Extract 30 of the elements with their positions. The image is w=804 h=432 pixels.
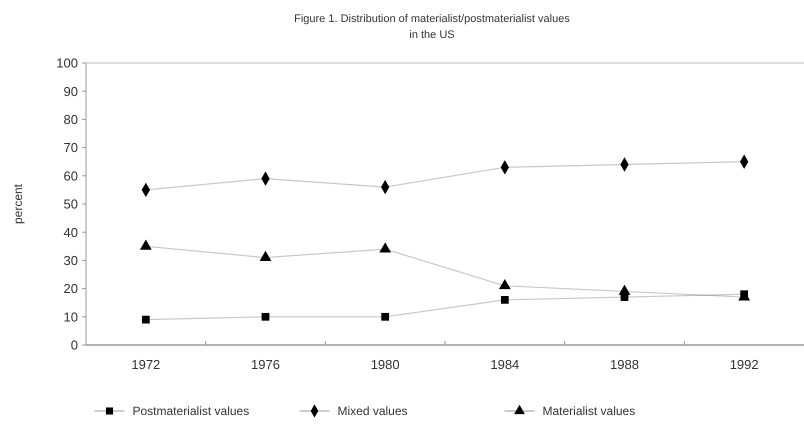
x-tick-label: 1988 bbox=[610, 357, 639, 372]
point bbox=[381, 312, 390, 321]
x-tick-label: 1992 bbox=[730, 357, 759, 372]
y-tick-label: 90 bbox=[64, 84, 78, 99]
point bbox=[500, 296, 509, 304]
point bbox=[379, 242, 392, 253]
y-tick-label: 0 bbox=[70, 338, 78, 353]
legend-label: Postmaterialist values bbox=[132, 404, 250, 418]
x-tick-label: 1984 bbox=[490, 357, 520, 372]
legend-label: Materialist values bbox=[542, 404, 636, 418]
x-tick-label: 1980 bbox=[370, 357, 400, 372]
point bbox=[140, 240, 152, 250]
point bbox=[262, 312, 270, 321]
y-tick-label: 40 bbox=[64, 224, 78, 240]
y-tick-label: 30 bbox=[64, 252, 78, 268]
y-tick-label: 60 bbox=[64, 168, 78, 184]
y-tick-label: 20 bbox=[64, 281, 78, 296]
point bbox=[260, 250, 272, 261]
point bbox=[498, 278, 511, 290]
x-tick-label: 1976 bbox=[251, 357, 280, 372]
y-tick-label: 50 bbox=[64, 196, 78, 212]
point bbox=[142, 316, 150, 324]
y-axis-title: percent bbox=[11, 183, 25, 224]
chart-title: Figure 1. Distribution of materialist/postmaterialist values in the US bbox=[294, 13, 570, 41]
y-tick-label: 10 bbox=[64, 309, 78, 324]
y-tick-label: 80 bbox=[64, 112, 78, 127]
y-tick-label: 70 bbox=[64, 140, 78, 156]
legend-label: Mixed values bbox=[338, 404, 408, 418]
y-tick-label: 100 bbox=[56, 56, 78, 71]
x-tick-label: 1972 bbox=[131, 357, 160, 372]
